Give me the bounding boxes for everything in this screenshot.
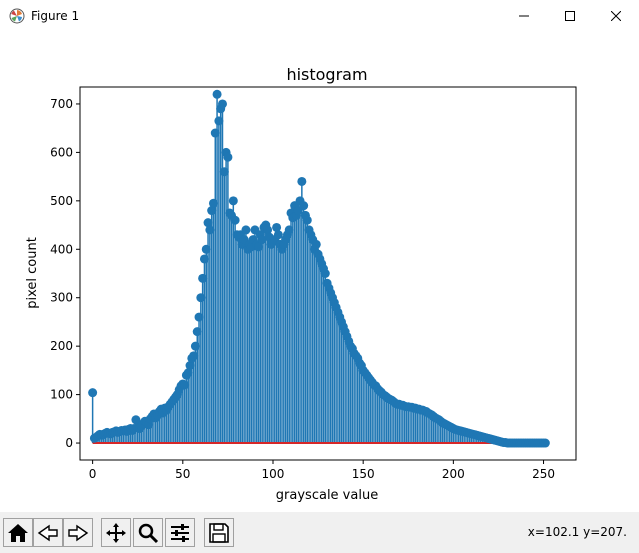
matplotlib-logo-icon bbox=[9, 8, 25, 24]
stem-marker bbox=[284, 225, 294, 235]
stem-marker bbox=[183, 368, 193, 378]
stem-marker bbox=[228, 196, 238, 206]
stem-marker bbox=[131, 415, 141, 425]
y-tick-label: 500 bbox=[50, 194, 73, 208]
maximize-button[interactable] bbox=[547, 0, 593, 32]
stem-marker bbox=[217, 99, 227, 109]
stem-marker bbox=[185, 361, 195, 371]
minimize-icon bbox=[519, 15, 529, 17]
stem-marker bbox=[219, 167, 229, 177]
forward-button[interactable] bbox=[63, 518, 93, 547]
stem-marker bbox=[201, 244, 211, 254]
home-button[interactable] bbox=[3, 518, 33, 547]
save-button[interactable] bbox=[204, 518, 234, 547]
y-tick-label: 100 bbox=[50, 388, 73, 402]
stem-marker bbox=[273, 230, 283, 240]
minimize-button[interactable] bbox=[501, 0, 547, 32]
x-axis-ticks: 0 50 100 150 200 250 bbox=[89, 460, 555, 481]
stem-marker bbox=[540, 438, 550, 448]
y-axis-label: pixel count bbox=[25, 237, 40, 309]
stem-marker bbox=[302, 215, 312, 225]
stem-lines bbox=[91, 94, 507, 444]
back-icon bbox=[37, 524, 58, 541]
stem-marker bbox=[223, 152, 233, 162]
stem-marker bbox=[311, 239, 321, 249]
stem-marker bbox=[272, 222, 282, 232]
zoom-button[interactable] bbox=[133, 518, 163, 547]
stem-marker bbox=[198, 273, 208, 283]
y-tick-label: 300 bbox=[50, 291, 73, 305]
x-tick-label: 0 bbox=[89, 467, 97, 481]
chart-title: histogram bbox=[286, 65, 367, 84]
back-button[interactable] bbox=[33, 518, 63, 547]
stem-marker bbox=[203, 218, 213, 228]
y-axis-ticks: 0 100 200 300 400 500 600 700 bbox=[50, 97, 80, 450]
stem-marker bbox=[88, 388, 98, 398]
pan-icon bbox=[106, 522, 126, 543]
stem-marker bbox=[214, 116, 224, 126]
stem-marker bbox=[189, 351, 199, 361]
y-tick-label: 200 bbox=[50, 339, 73, 353]
save-icon bbox=[209, 522, 229, 543]
stem-marker bbox=[196, 293, 206, 303]
cursor-coordinates: x=102.1 y=207. bbox=[527, 525, 627, 539]
stem-marker bbox=[190, 341, 200, 351]
y-tick-label: 400 bbox=[50, 242, 73, 256]
figure-canvas[interactable]: histogram 0 50 100 150 200 250 0 100 200 300 400 5… bbox=[0, 32, 639, 510]
stem-marker bbox=[210, 128, 220, 138]
stem-marker bbox=[257, 235, 267, 245]
stem-marker bbox=[241, 225, 251, 235]
stem-marker bbox=[254, 242, 264, 252]
navigation-toolbar: x=102.1 y=207. bbox=[0, 512, 639, 553]
stem-marker bbox=[212, 89, 222, 99]
x-tick-label: 100 bbox=[262, 467, 285, 481]
stem-marker bbox=[299, 201, 309, 211]
stem-marker bbox=[192, 327, 202, 337]
forward-icon bbox=[68, 524, 89, 541]
stem-marker bbox=[230, 215, 240, 225]
x-tick-label: 200 bbox=[442, 467, 465, 481]
stem-marker bbox=[205, 225, 215, 235]
zoom-icon bbox=[138, 523, 159, 543]
histogram-chart: histogram 0 50 100 150 200 250 0 100 200 300 400 5… bbox=[25, 65, 577, 503]
stem-marker bbox=[180, 380, 190, 390]
x-axis-label: grayscale value bbox=[276, 488, 378, 503]
configure-subplots-icon bbox=[171, 523, 189, 542]
stem-marker bbox=[320, 269, 330, 278]
stem-marker bbox=[208, 198, 218, 208]
configure-subplots-button[interactable] bbox=[165, 518, 195, 547]
x-tick-label: 250 bbox=[532, 467, 555, 481]
close-button[interactable] bbox=[593, 0, 639, 32]
home-icon bbox=[8, 523, 28, 542]
close-icon bbox=[611, 11, 621, 21]
stem-marker bbox=[297, 176, 307, 186]
stem-marker bbox=[263, 225, 273, 235]
x-tick-label: 150 bbox=[352, 467, 375, 481]
x-tick-label: 50 bbox=[175, 467, 190, 481]
stem-markers bbox=[88, 89, 550, 448]
axes-frame bbox=[79, 86, 577, 461]
y-tick-label: 700 bbox=[50, 97, 73, 111]
stem-marker bbox=[194, 312, 204, 322]
y-tick-label: 0 bbox=[65, 436, 73, 450]
stem-marker bbox=[199, 254, 209, 264]
stem-marker bbox=[207, 206, 217, 216]
maximize-icon bbox=[565, 11, 575, 21]
window-titlebar: Figure 1 bbox=[0, 0, 639, 32]
window-title: Figure 1 bbox=[31, 9, 80, 23]
y-tick-label: 600 bbox=[50, 145, 73, 159]
pan-button[interactable] bbox=[101, 518, 131, 547]
